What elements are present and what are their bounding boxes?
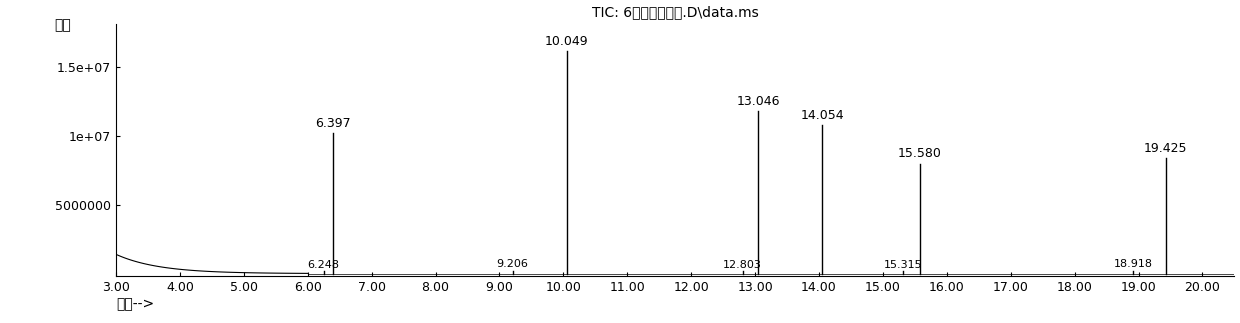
Y-axis label: 丰度: 丰度 bbox=[55, 18, 71, 32]
Text: 14.054: 14.054 bbox=[801, 109, 844, 122]
Text: 13.046: 13.046 bbox=[737, 95, 780, 108]
Text: 12.803: 12.803 bbox=[723, 260, 761, 270]
Text: 18.918: 18.918 bbox=[1114, 259, 1153, 269]
Text: 6.248: 6.248 bbox=[308, 260, 340, 270]
Text: 9.206: 9.206 bbox=[497, 259, 528, 269]
X-axis label: 时间-->: 时间--> bbox=[117, 297, 154, 311]
Text: 15.580: 15.580 bbox=[898, 147, 942, 160]
Title: TIC: 6种苯胺类定性.D\data.ms: TIC: 6种苯胺类定性.D\data.ms bbox=[591, 5, 759, 20]
Text: 19.425: 19.425 bbox=[1145, 142, 1188, 155]
Text: 6.397: 6.397 bbox=[315, 117, 351, 130]
Text: 10.049: 10.049 bbox=[544, 35, 588, 47]
Text: 15.315: 15.315 bbox=[884, 260, 923, 270]
